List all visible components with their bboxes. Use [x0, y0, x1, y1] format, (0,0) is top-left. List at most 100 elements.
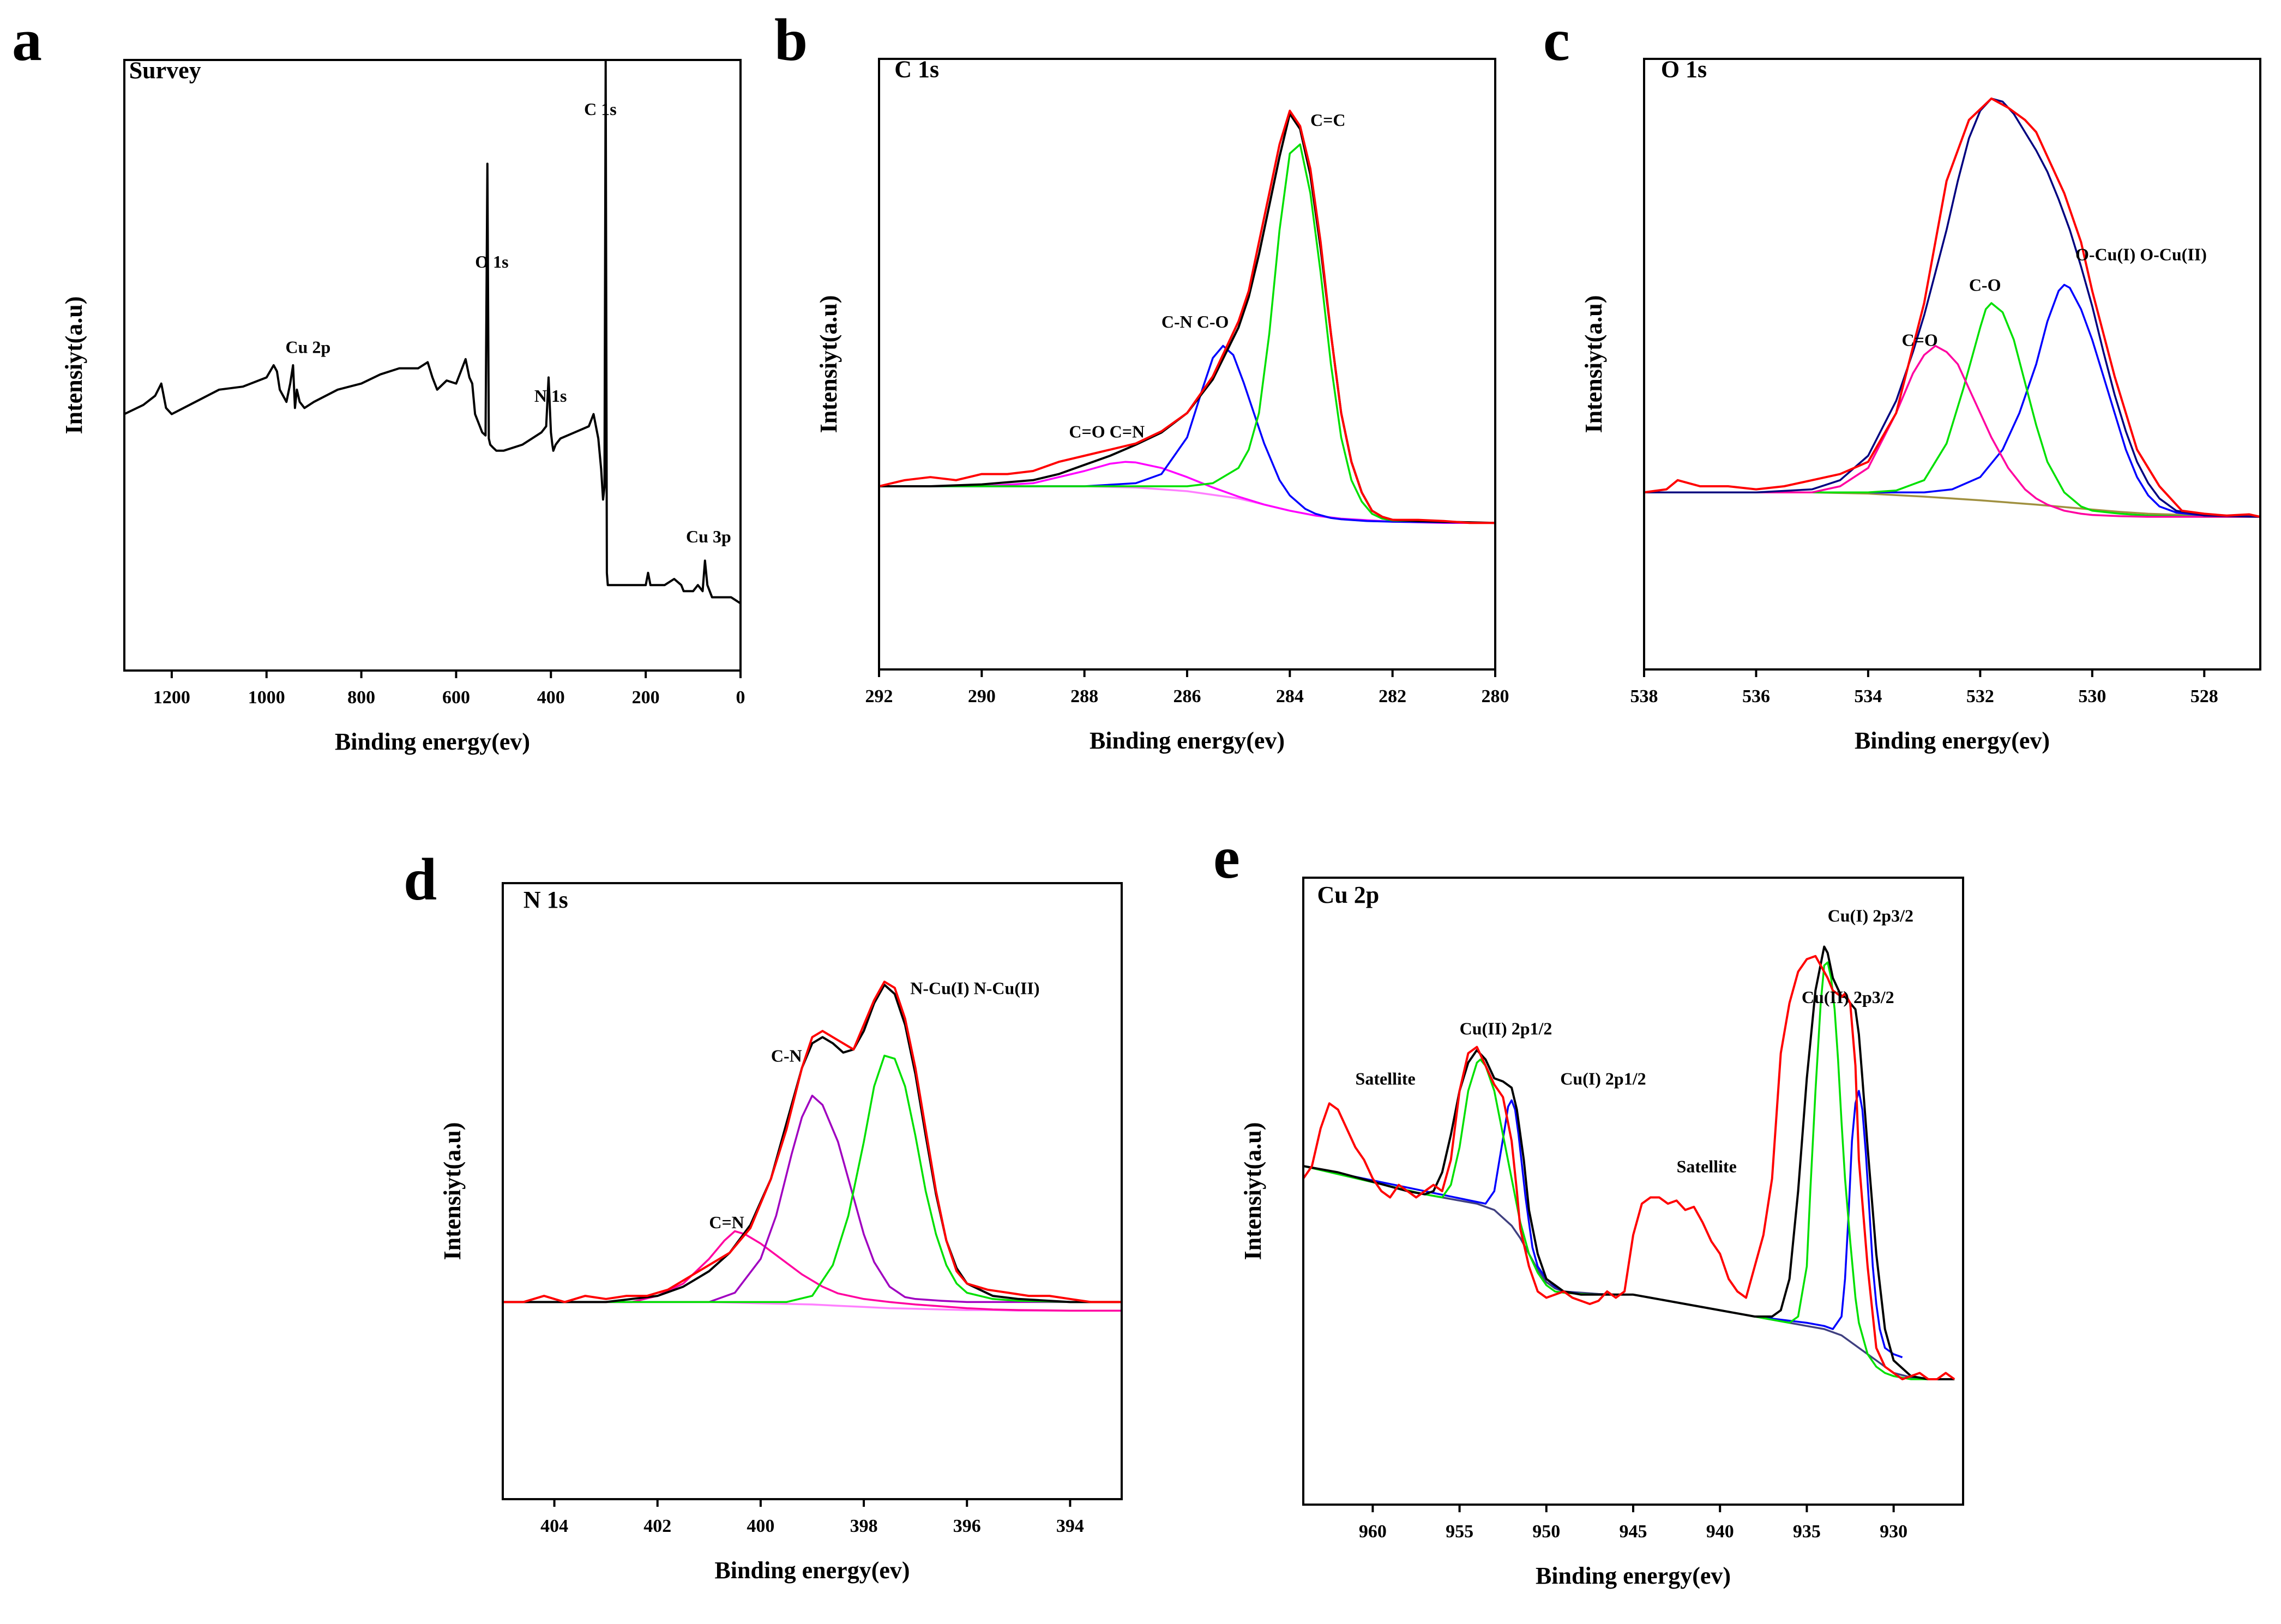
panel-title-c: O 1s	[1661, 56, 1707, 83]
x-tick-label-b: 288	[1070, 686, 1098, 707]
x-tick-label-b: 290	[968, 686, 996, 707]
panel-d: d 404 402 400 398 396 394 Binding energy(ev) Int…	[404, 846, 1123, 1584]
x-tick-label-c: 538	[1630, 686, 1658, 707]
peak-annotation-a: N 1s	[534, 386, 567, 406]
y-axis-label-c: Intensiyt(a.u)	[1580, 295, 1607, 433]
series-line-d-c-n	[503, 1095, 1122, 1303]
peak-annotation-e: Satellite	[1356, 1069, 1416, 1089]
x-tick-label-b: 284	[1276, 686, 1304, 707]
x-tick-label-d: 404	[540, 1516, 568, 1536]
x-tick-label-e: 935	[1793, 1522, 1821, 1542]
panel-title-e: Cu 2p	[1317, 882, 1379, 908]
peak-annotation-a: O 1s	[475, 252, 508, 271]
x-tick-label-c: 536	[1742, 686, 1770, 707]
series-line-e-raw	[1303, 955, 1955, 1380]
series-group-b	[879, 110, 1495, 524]
peak-annotation-e: Cu(I) 2p3/2	[1828, 906, 1913, 926]
y-axis-label-a: Intensiyt(a.u)	[61, 296, 87, 434]
x-tick-label-c: 534	[1854, 686, 1882, 707]
peak-annotation-b: C=O C=N	[1069, 421, 1145, 441]
series-line-c-c-o	[1644, 302, 2260, 518]
panel-b: b 292 290 288 286 284 282 280 Binding energy(ev)…	[774, 7, 1509, 754]
series-line-e-cu-ii-2p3-2	[1633, 961, 1955, 1380]
x-tick-label-e: 945	[1620, 1522, 1647, 1542]
peak-annotation-a: Cu 3p	[686, 527, 731, 546]
series-line-d-n-cu-i-n-cu-ii-	[503, 1054, 1122, 1303]
peak-annotation-d: C-N	[771, 1046, 802, 1066]
x-tick-label-e: 950	[1532, 1522, 1560, 1542]
series-group-c	[1644, 97, 2260, 518]
panel-label-a: a	[12, 7, 42, 73]
series-line-d-c-n	[503, 1230, 1122, 1312]
x-tick-label-b: 282	[1379, 686, 1406, 707]
series-line-c-envelope	[1644, 98, 2260, 518]
peak-annotation-e: Cu(I) 2p1/2	[1560, 1069, 1646, 1089]
series-line-d-raw	[503, 980, 1122, 1303]
peak-annotation-d: N-Cu(I) N-Cu(II)	[910, 978, 1039, 998]
x-tick-label-a: 800	[347, 687, 375, 708]
x-tick-label-c: 530	[2078, 686, 2106, 707]
peak-annotation-c: C=O	[1902, 330, 1938, 349]
panel-label-b: b	[774, 7, 808, 73]
x-axis-label-b: Binding energy(ev)	[1090, 727, 1285, 754]
x-tick-label-b: 292	[865, 686, 893, 707]
peak-annotation-e: Satellite	[1677, 1157, 1737, 1176]
x-tick-label-d: 400	[747, 1516, 774, 1536]
peak-annotation-b: C-N C-O	[1161, 312, 1229, 331]
panel-label-d: d	[404, 846, 437, 913]
plot-frame-a	[123, 59, 742, 672]
series-group-a	[124, 60, 741, 605]
peak-annotation-a: Cu 2p	[286, 337, 331, 357]
panel-title-a: Survey	[129, 57, 201, 84]
series-group-d	[503, 980, 1122, 1312]
panel-label-c: c	[1543, 7, 1570, 73]
x-tick-label-a: 200	[632, 687, 660, 708]
x-axis-label-c: Binding energy(ev)	[1855, 727, 2050, 754]
x-tick-label-d: 402	[643, 1516, 671, 1536]
series-line-c-o-cu-i-o-cu-ii-	[1644, 283, 2260, 518]
peak-annotation-e: Cu(II) 2p1/2	[1460, 1019, 1552, 1039]
panel-title-b: C 1s	[894, 56, 939, 83]
x-axis-label-d: Binding energy(ev)	[714, 1557, 910, 1584]
x-tick-label-b: 286	[1173, 686, 1201, 707]
panel-a: a 1200 1000 800 600 400 200 0 Binding energy(ev)…	[12, 7, 745, 755]
y-axis-label-b: Intensiyt(a.u)	[815, 295, 842, 433]
series-line-b-c-c	[879, 143, 1495, 524]
x-tick-label-c: 532	[1966, 686, 1994, 707]
peak-annotation-b: C=C	[1310, 110, 1345, 130]
series-group-e	[1303, 945, 1955, 1380]
series-line-e-cu-i-2p3-2	[1754, 1090, 1903, 1359]
y-axis-label-e: Intensiyt(a.u)	[1239, 1122, 1266, 1260]
x-tick-label-e: 940	[1706, 1522, 1734, 1542]
panel-label-e: e	[1213, 824, 1240, 891]
x-tick-label-d: 396	[953, 1516, 981, 1536]
peak-annotation-c: C-O	[1969, 275, 2001, 295]
peak-annotation-d: C=N	[709, 1212, 744, 1232]
y-axis-label-d: Intensiyt(a.u)	[439, 1122, 466, 1260]
x-tick-label-a: 600	[442, 687, 470, 708]
series-line-b-c-n-c-o	[879, 345, 1495, 524]
x-axis-label-e: Binding energy(ev)	[1536, 1562, 1731, 1589]
peak-annotation-e: Cu(II) 2p3/2	[1802, 987, 1894, 1007]
peak-annotation-a: C 1s	[584, 99, 617, 119]
x-tick-label-e: 930	[1880, 1522, 1907, 1542]
panel-e: e 960 955 950 945 940 935 930 Binding energy(ev)…	[1213, 824, 1964, 1589]
panel-c: c 538 536 534 532 530 528 Binding energy(ev) Int…	[1543, 7, 2261, 754]
x-tick-label-a: 1000	[248, 687, 285, 708]
x-tick-label-d: 394	[1056, 1516, 1084, 1536]
x-tick-label-c: 528	[2190, 686, 2218, 707]
plot-frame-d	[502, 882, 1123, 1500]
x-tick-label-e: 960	[1359, 1522, 1387, 1542]
x-tick-label-d: 398	[850, 1516, 878, 1536]
x-tick-label-e: 955	[1446, 1522, 1473, 1542]
plot-frame-c	[1643, 58, 2261, 671]
series-line-b-raw	[879, 110, 1495, 524]
panel-title-d: N 1s	[523, 886, 568, 913]
series-line-c-raw	[1644, 97, 2260, 518]
x-tick-label-b: 280	[1482, 686, 1509, 707]
x-tick-label-a: 0	[736, 687, 745, 708]
peak-annotation-c: O-Cu(I) O-Cu(II)	[2075, 245, 2207, 264]
x-axis-label-a: Binding energy(ev)	[335, 728, 530, 755]
